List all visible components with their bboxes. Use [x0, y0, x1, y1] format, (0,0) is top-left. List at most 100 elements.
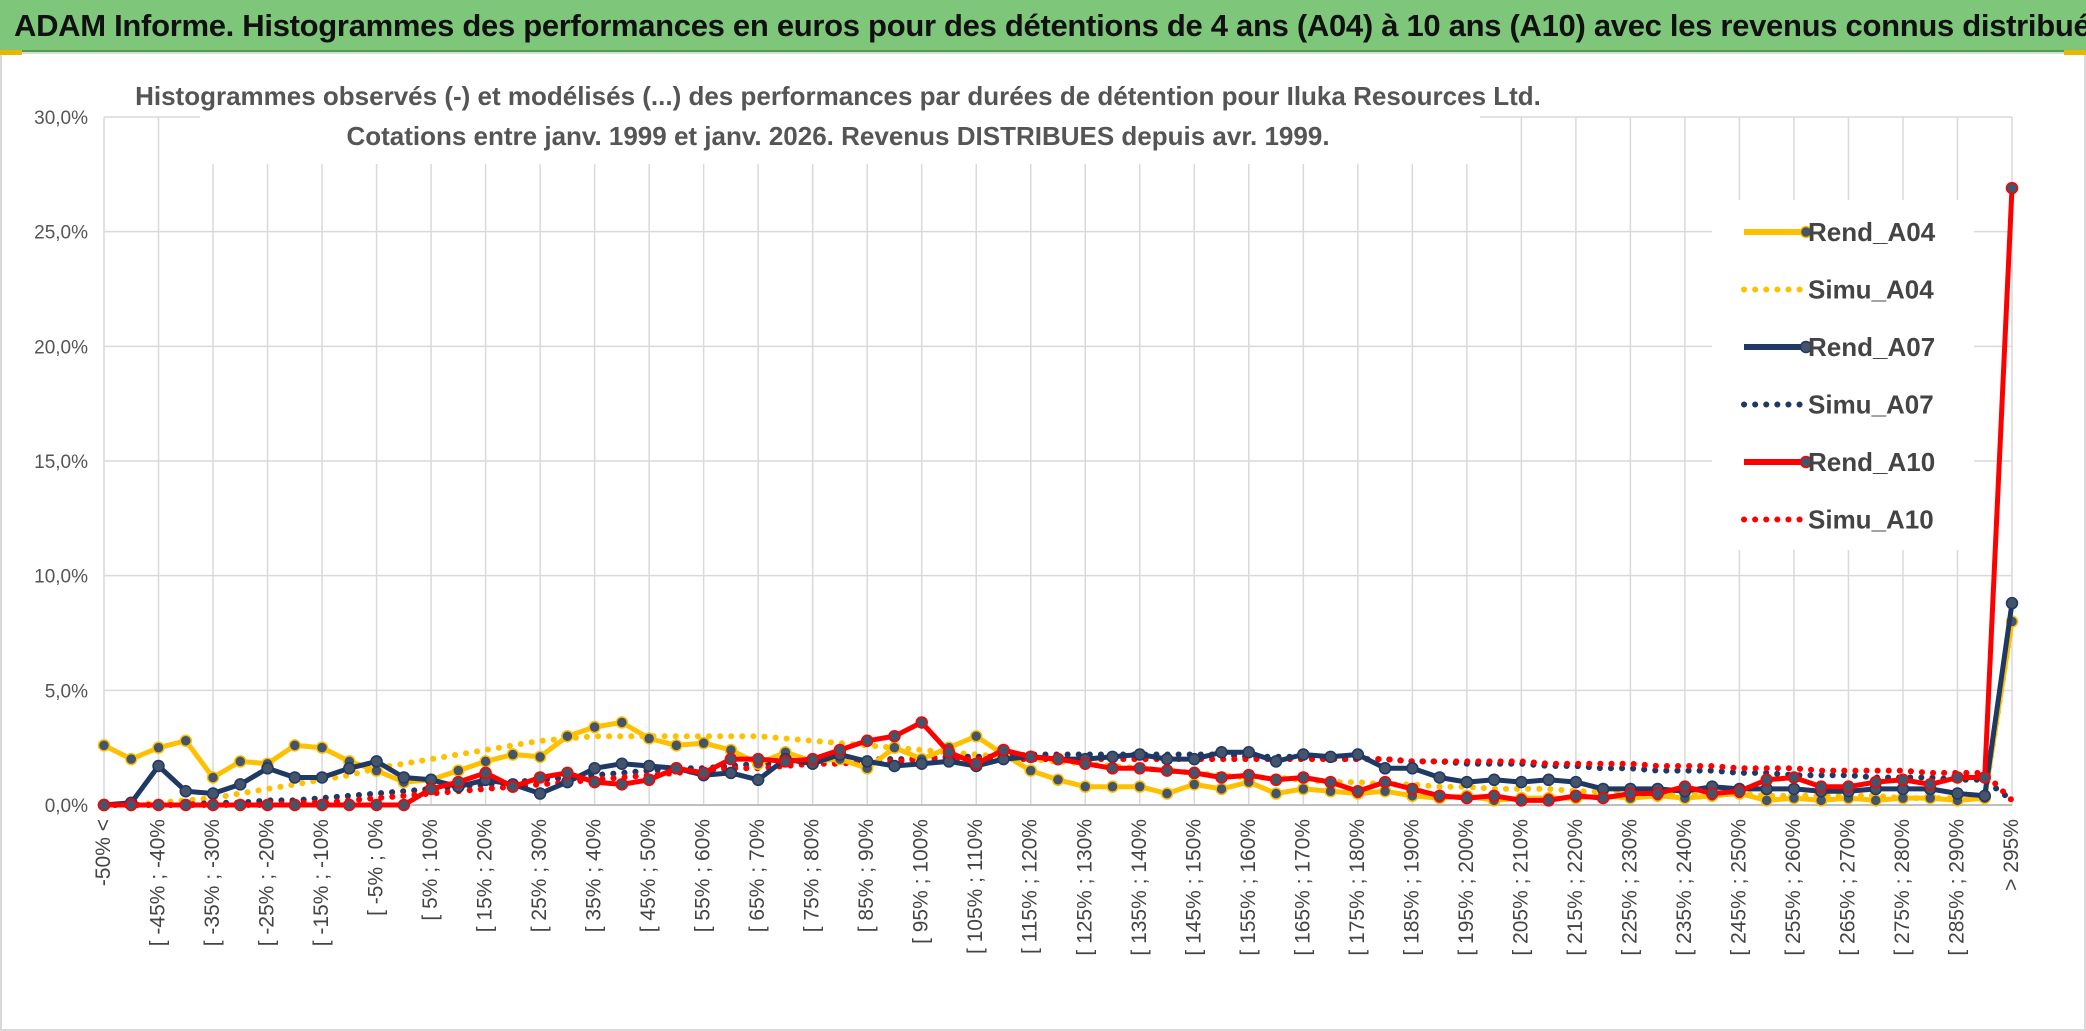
legend-label: Rend_A10: [1808, 447, 1935, 477]
data-point-rend_a04: [969, 729, 983, 743]
legend-label: Simu_A10: [1808, 505, 1934, 535]
y-tick-label: 10,0%: [34, 567, 88, 588]
data-point-rend_a10: [942, 746, 956, 759]
data-point-rend_a10: [1596, 791, 1610, 805]
x-tick-label: [ 275% ; 280%: [1891, 819, 1914, 956]
legend-item-rend_a10: Rend_A10: [1744, 447, 1935, 477]
data-point-rend_a10: [1460, 791, 1474, 805]
data-point-rend_a04: [1133, 780, 1147, 793]
x-tick-label: [ 165% ; 170%: [1291, 819, 1314, 956]
data-point-rend_a07: [397, 771, 411, 784]
data-point-rend_a07: [915, 757, 928, 770]
data-point-rend_a04: [888, 741, 901, 754]
chart-title: Histogrammes observés (-) et modélisés (…: [135, 81, 1541, 111]
title-backdrop: [200, 78, 1480, 164]
chart-subtitle: Cotations entre janv. 1999 et janv. 2026…: [346, 121, 1329, 151]
data-point-rend_a10: [179, 798, 193, 812]
legend-marker: [1799, 340, 1813, 354]
x-tick-label: [ 245% ; 250%: [1727, 819, 1750, 956]
data-point-rend_a10: [1678, 780, 1692, 793]
data-point-rend_a04: [288, 739, 302, 752]
data-point-rend_a07: [1351, 748, 1365, 761]
data-point-rend_a07: [343, 762, 356, 775]
data-point-rend_a04: [315, 741, 329, 754]
x-tick-label: [ 125% ; 130%: [1073, 819, 1096, 956]
data-point-rend_a04: [452, 764, 465, 777]
legend-item-simu_a07: Simu_A07: [1741, 390, 1934, 420]
data-point-rend_a10: [1923, 778, 1937, 791]
data-point-rend_a07: [1978, 789, 1991, 803]
data-point-rend_a04: [206, 771, 220, 784]
legend-label: Simu_A07: [1808, 390, 1934, 420]
x-tick-label: [ 145% ; 150%: [1182, 819, 1205, 956]
x-tick-label: [ 255% ; 260%: [1782, 819, 1805, 956]
data-point-rend_a07: [1542, 773, 1555, 787]
x-axis-ticks: -50% < [ -45% ; -40% [ -35% ; -30% [ -25% ;…: [92, 819, 2023, 956]
data-point-rend_a07: [1569, 775, 1583, 789]
data-point-rend_a07: [206, 787, 220, 800]
data-point-rend_a04: [642, 732, 656, 745]
data-point-rend_a10: [1024, 750, 1037, 764]
chart-title-block: Histogrammes observés (-) et modélisés (…: [135, 78, 1541, 164]
data-point-rend_a10: [1297, 771, 1310, 784]
data-point-rend_a04: [506, 748, 520, 761]
legend-item-simu_a10: Simu_A10: [1741, 505, 1934, 535]
data-point-rend_a04: [1024, 764, 1037, 777]
data-point-rend_a10: [1487, 789, 1501, 803]
data-point-rend_a10: [1133, 762, 1147, 775]
data-point-rend_a07: [2005, 596, 2019, 610]
data-point-rend_a04: [1106, 780, 1119, 793]
data-point-rend_a10: [506, 780, 520, 793]
y-tick-label: 20,0%: [34, 337, 88, 358]
data-point-rend_a04: [125, 752, 138, 766]
data-point-rend_a07: [234, 778, 247, 791]
data-point-rend_a04: [670, 739, 683, 752]
data-point-rend_a10: [397, 798, 411, 812]
data-point-rend_a07: [1433, 771, 1446, 784]
data-point-rend_a10: [1978, 771, 1991, 784]
data-point-rend_a04: [561, 729, 574, 743]
data-point-rend_a07: [1460, 775, 1474, 789]
x-tick-label: [ 35% ; 40%: [583, 819, 606, 932]
data-point-rend_a07: [1378, 762, 1392, 775]
data-point-rend_a10: [234, 798, 247, 812]
data-point-rend_a10: [1079, 757, 1092, 770]
data-point-rend_a10: [860, 734, 874, 748]
x-tick-label: [ 155% ; 160%: [1237, 819, 1260, 956]
report-title: ADAM Informe. Histogrammes des performan…: [14, 8, 2086, 43]
data-point-rend_a10: [1624, 787, 1637, 800]
data-point-rend_a10: [1814, 780, 1828, 793]
y-tick-label: 25,0%: [34, 223, 88, 244]
data-point-rend_a07: [261, 762, 274, 775]
x-tick-label: [ -45% ; -40%: [147, 819, 170, 946]
data-point-rend_a04: [1188, 778, 1201, 791]
data-point-rend_a07: [751, 773, 765, 787]
data-point-rend_a10: [642, 773, 656, 787]
data-point-rend_a10: [452, 775, 465, 789]
data-point-rend_a10: [1869, 775, 1882, 789]
data-point-rend_a07: [1515, 775, 1528, 789]
data-point-rend_a07: [1406, 762, 1419, 775]
data-point-rend_a10: [1160, 764, 1174, 777]
legend-item-simu_a04: Simu_A04: [1741, 275, 1934, 305]
data-point-rend_a10: [479, 766, 492, 780]
data-point-rend_a07: [1106, 750, 1119, 764]
x-tick-label: [ 105% ; 110%: [964, 819, 987, 954]
data-point-rend_a10: [343, 798, 356, 812]
data-point-rend_a10: [724, 752, 738, 766]
data-point-rend_a04: [588, 720, 601, 734]
data-point-rend_a10: [751, 752, 765, 766]
data-point-rend_a10: [997, 743, 1010, 757]
data-point-rend_a07: [642, 759, 656, 773]
data-point-rend_a07: [1160, 752, 1174, 766]
series-line-simu_a04: [101, 618, 2015, 808]
data-point-rend_a07: [315, 771, 329, 784]
x-tick-label: [ 5% ; 10%: [419, 819, 442, 921]
data-point-rend_a07: [588, 762, 601, 775]
data-point-rend_a10: [424, 782, 438, 796]
data-point-rend_a10: [2005, 181, 2019, 195]
x-tick-label: [ -35% ; -30%: [201, 819, 224, 946]
legend-marker: [1799, 225, 1813, 239]
data-point-rend_a07: [370, 755, 383, 768]
